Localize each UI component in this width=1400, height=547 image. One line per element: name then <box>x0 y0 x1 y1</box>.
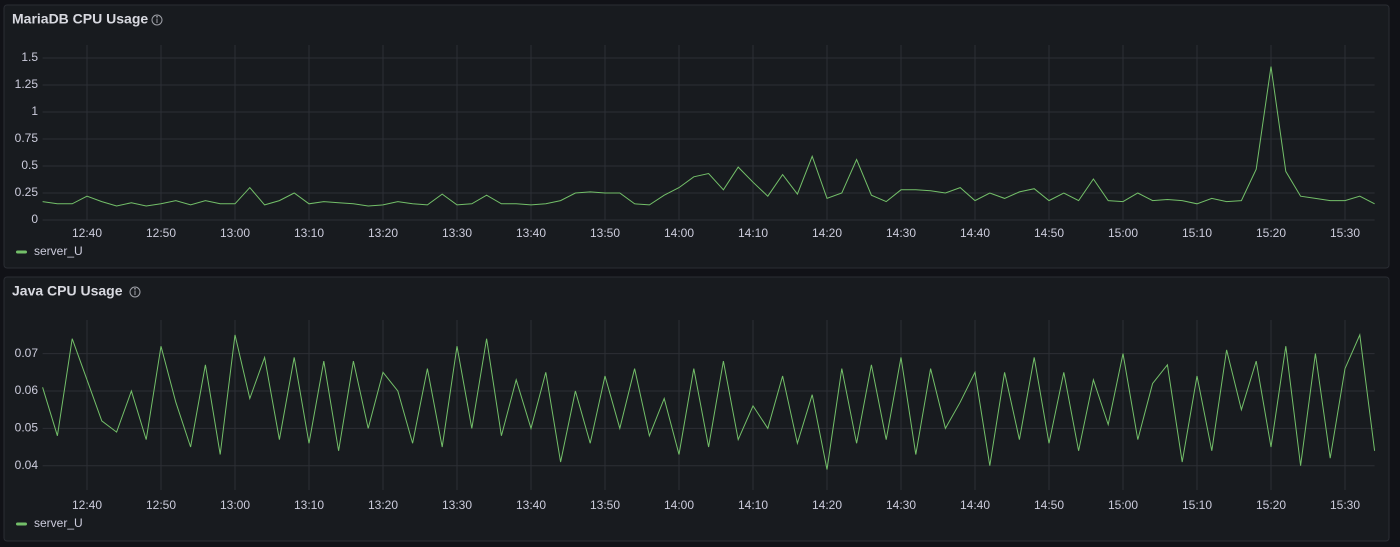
x-tick-label: 15:10 <box>1182 226 1212 240</box>
panel <box>3 276 1390 542</box>
x-tick-label: 15:30 <box>1330 498 1360 512</box>
series-line <box>42 333 1376 470</box>
x-tick-label: 14:00 <box>664 226 694 240</box>
x-tick-label: 14:40 <box>960 226 990 240</box>
x-tick-label: 15:10 <box>1182 498 1212 512</box>
x-tick-label: 13:00 <box>220 498 250 512</box>
x-tick-label: 14:20 <box>812 226 842 240</box>
x-tick-label: 14:00 <box>664 498 694 512</box>
y-tick-label: 0.05 <box>15 421 39 435</box>
x-tick-label: 14:30 <box>886 498 916 512</box>
x-tick-label: 13:30 <box>442 498 472 512</box>
y-tick-label: 1.5 <box>21 50 38 64</box>
x-tick-label: 15:20 <box>1256 226 1286 240</box>
x-tick-label: 12:50 <box>146 226 176 240</box>
x-tick-label: 13:20 <box>368 226 398 240</box>
y-tick-label: 0.75 <box>15 131 39 145</box>
x-tick-label: 14:10 <box>738 498 768 512</box>
info-icon[interactable] <box>151 14 163 26</box>
panel <box>3 4 1390 269</box>
x-tick-label: 14:40 <box>960 498 990 512</box>
legend-label: server_U <box>34 516 83 530</box>
panel-title: Java CPU Usage <box>12 283 123 299</box>
series-line <box>42 66 1375 207</box>
x-tick-label: 12:40 <box>72 498 102 512</box>
y-tick-label: 0.07 <box>15 346 39 360</box>
x-tick-label: 13:10 <box>294 226 324 240</box>
x-tick-label: 13:40 <box>516 226 546 240</box>
x-tick-label: 13:40 <box>516 498 546 512</box>
x-tick-label: 12:50 <box>146 498 176 512</box>
x-tick-label: 14:20 <box>812 498 842 512</box>
x-tick-label: 14:10 <box>738 226 768 240</box>
x-tick-label: 15:00 <box>1108 226 1138 240</box>
y-tick-label: 1 <box>31 104 38 118</box>
legend-swatch <box>16 250 27 254</box>
panel-title: MariaDB CPU Usage <box>12 11 148 27</box>
x-tick-label: 13:20 <box>368 498 398 512</box>
x-tick-label: 14:30 <box>886 226 916 240</box>
x-tick-label: 14:50 <box>1034 498 1064 512</box>
x-tick-label: 13:10 <box>294 498 324 512</box>
x-tick-label: 15:30 <box>1330 226 1360 240</box>
x-tick-label: 13:50 <box>590 226 620 240</box>
y-tick-label: 0.25 <box>15 185 39 199</box>
y-tick-label: 1.25 <box>15 77 39 91</box>
x-tick-label: 15:00 <box>1108 498 1138 512</box>
x-tick-label: 14:50 <box>1034 226 1064 240</box>
legend-label: server_U <box>34 244 83 258</box>
x-tick-label: 13:50 <box>590 498 620 512</box>
y-tick-label: 0 <box>31 212 38 226</box>
x-tick-label: 15:20 <box>1256 498 1286 512</box>
info-icon[interactable] <box>129 286 141 298</box>
x-tick-label: 12:40 <box>72 226 102 240</box>
legend-swatch <box>16 522 27 526</box>
y-tick-label: 0.04 <box>15 458 39 472</box>
x-tick-label: 13:00 <box>220 226 250 240</box>
x-tick-label: 13:30 <box>442 226 472 240</box>
y-tick-label: 0.06 <box>15 383 39 397</box>
y-tick-label: 0.5 <box>21 158 38 172</box>
